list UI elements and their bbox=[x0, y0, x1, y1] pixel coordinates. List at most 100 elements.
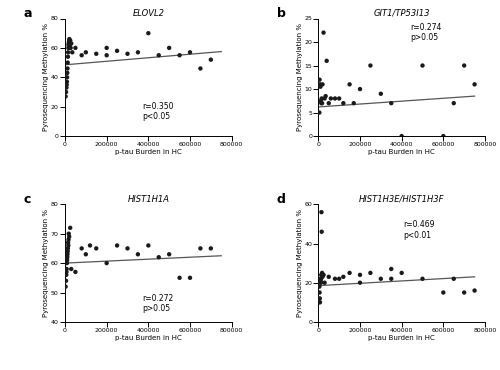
Point bbox=[418, 276, 426, 282]
Point bbox=[320, 95, 328, 101]
Point bbox=[65, 231, 73, 237]
Y-axis label: Pyrosequencing Methylation %: Pyrosequencing Methylation % bbox=[297, 209, 303, 317]
Point bbox=[316, 299, 324, 305]
Point bbox=[318, 209, 326, 215]
Point bbox=[316, 290, 324, 296]
Point bbox=[102, 260, 110, 266]
Point bbox=[62, 85, 70, 91]
Point bbox=[67, 41, 76, 47]
Point bbox=[62, 278, 70, 284]
Point bbox=[92, 245, 100, 251]
Point bbox=[66, 36, 74, 42]
Text: r=0.272
p>0.05: r=0.272 p>0.05 bbox=[142, 294, 174, 313]
Point bbox=[331, 95, 339, 101]
Point bbox=[134, 251, 142, 257]
Point bbox=[327, 95, 335, 101]
Point bbox=[322, 58, 330, 64]
Point bbox=[316, 280, 324, 286]
Point bbox=[102, 45, 110, 51]
Point bbox=[318, 95, 326, 101]
Point bbox=[318, 229, 326, 235]
Point bbox=[63, 257, 71, 263]
Point bbox=[64, 70, 72, 76]
Point bbox=[318, 100, 326, 106]
Text: a: a bbox=[24, 7, 32, 20]
Point bbox=[387, 100, 395, 106]
Text: r=0.274
p>0.05: r=0.274 p>0.05 bbox=[410, 23, 442, 42]
Point bbox=[65, 39, 73, 45]
Point bbox=[460, 290, 468, 296]
Point bbox=[72, 269, 80, 275]
Point bbox=[65, 234, 73, 240]
Point bbox=[64, 251, 72, 257]
Point bbox=[366, 270, 374, 276]
Point bbox=[470, 81, 478, 87]
Point bbox=[144, 30, 152, 36]
Point bbox=[470, 287, 478, 293]
Point bbox=[62, 94, 70, 100]
Point bbox=[155, 254, 163, 260]
Point bbox=[64, 60, 72, 65]
Y-axis label: Pyrosequencing Methylation %: Pyrosequencing Methylation % bbox=[44, 209, 50, 317]
Point bbox=[165, 251, 173, 257]
Point bbox=[316, 110, 324, 115]
Point bbox=[316, 81, 324, 87]
Title: ELOVL2: ELOVL2 bbox=[132, 9, 164, 18]
Point bbox=[64, 254, 72, 260]
Point bbox=[78, 52, 86, 58]
Point bbox=[63, 74, 71, 80]
Point bbox=[155, 52, 163, 58]
Title: GIT1/TP53I13: GIT1/TP53I13 bbox=[374, 9, 430, 18]
Text: r=0.350
p<0.05: r=0.350 p<0.05 bbox=[142, 102, 174, 121]
Title: HIST1H3E/HIST1H3F: HIST1H3E/HIST1H3F bbox=[359, 195, 444, 204]
Point bbox=[346, 81, 354, 87]
Text: c: c bbox=[24, 192, 30, 206]
Point bbox=[102, 52, 110, 58]
Point bbox=[356, 272, 364, 278]
X-axis label: p-tau Burden in HC: p-tau Burden in HC bbox=[115, 334, 182, 340]
Point bbox=[64, 42, 72, 48]
Point bbox=[186, 49, 194, 55]
Point bbox=[356, 86, 364, 92]
Point bbox=[64, 237, 72, 243]
Point bbox=[64, 54, 72, 60]
Point bbox=[440, 133, 448, 139]
Point bbox=[78, 245, 86, 251]
Point bbox=[340, 100, 347, 106]
Point bbox=[320, 30, 328, 36]
Point bbox=[124, 245, 132, 251]
Point bbox=[387, 266, 395, 272]
Point bbox=[356, 280, 364, 286]
X-axis label: p-tau Burden in HC: p-tau Burden in HC bbox=[115, 149, 182, 155]
Point bbox=[82, 251, 90, 257]
Point bbox=[66, 225, 74, 231]
Point bbox=[113, 242, 121, 248]
Point bbox=[63, 260, 71, 266]
Point bbox=[113, 48, 121, 54]
Point bbox=[316, 84, 324, 90]
Point bbox=[207, 57, 215, 63]
Point bbox=[317, 280, 325, 286]
Point bbox=[64, 45, 72, 51]
Point bbox=[322, 93, 330, 99]
Point bbox=[165, 45, 173, 51]
Text: b: b bbox=[276, 7, 285, 20]
Point bbox=[65, 38, 73, 44]
Point bbox=[62, 284, 70, 290]
Point bbox=[62, 266, 70, 272]
Point bbox=[64, 49, 72, 55]
Point bbox=[366, 63, 374, 68]
Point bbox=[62, 269, 70, 275]
Point bbox=[350, 100, 358, 106]
Point bbox=[316, 295, 324, 301]
X-axis label: p-tau Burden in HC: p-tau Burden in HC bbox=[368, 334, 435, 340]
Point bbox=[92, 51, 100, 57]
Point bbox=[460, 63, 468, 68]
Point bbox=[207, 245, 215, 251]
Point bbox=[86, 242, 94, 248]
Point bbox=[67, 266, 76, 272]
Point bbox=[66, 42, 74, 48]
Point bbox=[62, 272, 70, 278]
Point bbox=[398, 133, 406, 139]
Point bbox=[317, 98, 325, 104]
